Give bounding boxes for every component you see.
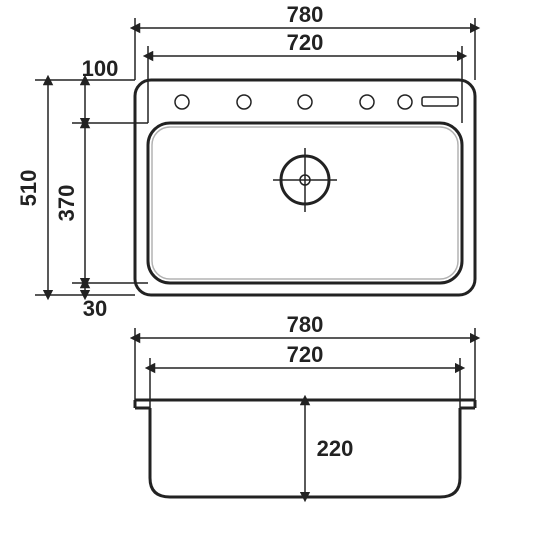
drain-icon [273, 148, 337, 212]
dim-780-side: 780 [287, 312, 324, 337]
dim-720-top: 720 [287, 30, 324, 55]
dim-720-side: 720 [287, 342, 324, 367]
dim-100: 100 [82, 56, 119, 81]
dim-510: 510 [16, 170, 41, 207]
dim-780-top: 780 [287, 2, 324, 27]
top-view: 780 720 510 100 370 30 [16, 2, 475, 321]
dim-220: 220 [317, 436, 354, 461]
dim-30: 30 [83, 296, 107, 321]
technical-drawing: 780 720 510 100 370 30 [0, 0, 550, 550]
dim-370: 370 [54, 185, 79, 222]
side-view: 780 720 220 [135, 312, 475, 497]
faucet-holes [175, 95, 458, 109]
